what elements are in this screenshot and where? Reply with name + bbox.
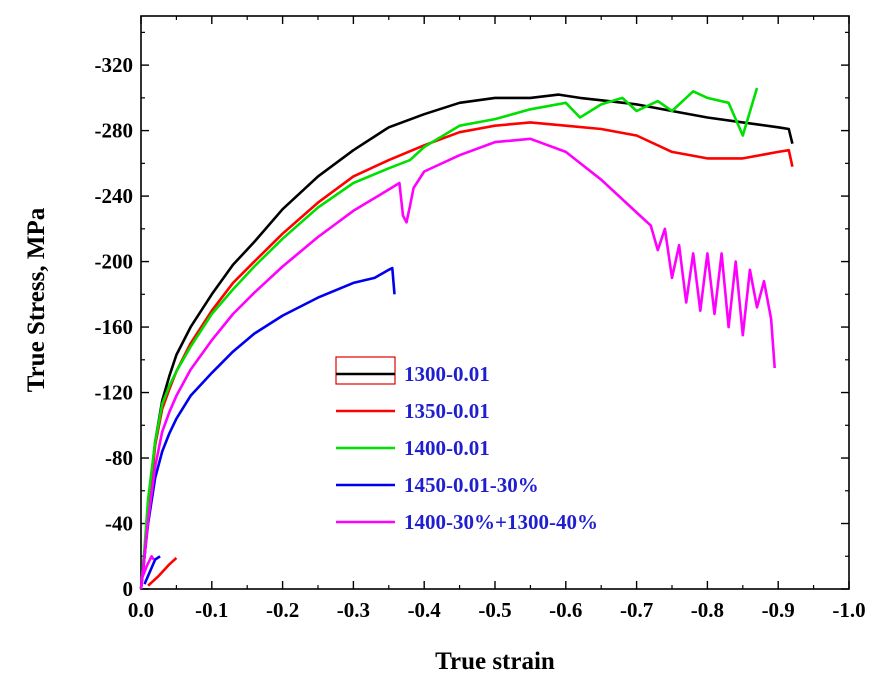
x-tick-label: -0.8 [691, 598, 724, 622]
series-line-3 [139, 266, 396, 590]
y-tick-label: -40 [105, 512, 133, 536]
x-tick-label: -0.1 [195, 598, 228, 622]
legend-label: 1400-0.01 [404, 436, 490, 460]
legend-label: 1350-0.01 [404, 399, 490, 423]
y-tick-label: -200 [95, 250, 134, 274]
x-tick-label: -0.5 [478, 598, 511, 622]
legend-label: 1300-0.01 [404, 362, 490, 386]
y-tick-label: -240 [95, 184, 134, 208]
y-tick-label: -280 [95, 119, 134, 143]
series-line-7 [147, 556, 178, 587]
x-tick-label: -0.6 [549, 598, 582, 622]
x-tick-label: -1.0 [832, 598, 865, 622]
legend-label: 1400-30%+1300-40% [404, 510, 598, 534]
x-tick-label: -0.9 [762, 598, 795, 622]
x-tick-label: -0.2 [266, 598, 299, 622]
y-axis-title: True Stress, MPa [23, 207, 50, 392]
y-tick-label: 0 [123, 577, 134, 601]
x-axis-title: True strain [435, 648, 555, 675]
series-line-6 [143, 555, 161, 585]
legend: 1300-0.01 1350-0.01 1400-0.01 1450-0.01-30%… [335, 356, 598, 534]
x-tick-label: -0.3 [337, 598, 370, 622]
plot-frame [140, 15, 850, 590]
y-tick-label: -320 [95, 53, 134, 77]
series-layer [139, 87, 794, 590]
y-tick-label: -160 [95, 315, 134, 339]
axes-layer: 0.0 -0.1 -0.2 -0.3 -0.4 -0.5 -0.6 -0.7 -0.8 -0.9 -… [95, 15, 866, 622]
x-tick-label: -0.4 [408, 598, 442, 622]
x-tick-label: 0.0 [128, 598, 154, 622]
series-line-4 [139, 137, 776, 590]
y-tick-label: -120 [95, 381, 134, 405]
series-line-1 [139, 121, 794, 590]
series-line-5 [139, 554, 155, 582]
y-tick-label: -80 [105, 446, 133, 470]
x-tick-label: -0.7 [620, 598, 653, 622]
legend-label: 1450-0.01-30% [404, 473, 539, 497]
legend-highlight-box [335, 356, 396, 385]
series-line-2 [139, 87, 759, 590]
